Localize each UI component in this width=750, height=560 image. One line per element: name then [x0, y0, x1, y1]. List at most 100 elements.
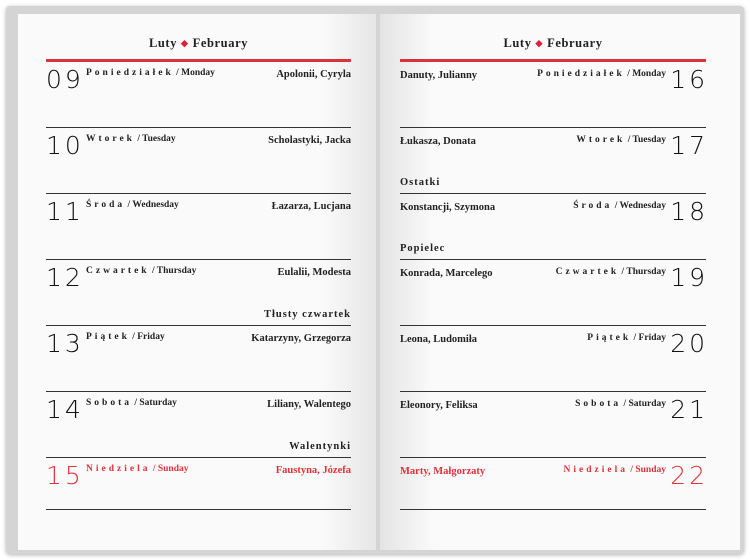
- weekday-label: Piątek / Friday: [587, 333, 666, 343]
- weekday-en: / Friday: [633, 333, 666, 343]
- name-day: Leona, Ludomiła: [400, 334, 478, 345]
- weekday-label: Poniedziałek / Monday: [537, 69, 666, 79]
- weekday-label: Środa / Wednesday: [86, 200, 179, 210]
- holiday-note: Tłusty czwartek: [263, 309, 351, 320]
- diamond-icon: ◆: [181, 38, 189, 48]
- name-day: Łukasza, Donata: [400, 136, 476, 147]
- name-day: Marty, Małgorzaty: [400, 466, 486, 477]
- diamond-icon: ◆: [535, 38, 544, 48]
- day-number: 10: [46, 131, 84, 160]
- holiday-note: Walentynki: [289, 441, 351, 452]
- weekday-pl: Czwartek: [86, 266, 150, 276]
- weekday-label: Sobota / Saturday: [575, 399, 666, 409]
- day-divider: [46, 193, 351, 194]
- month-header: Luty ◆ February: [400, 36, 706, 51]
- day-divider: [46, 509, 351, 510]
- day-divider: [400, 391, 706, 392]
- name-day: Eleonory, Feliksa: [400, 400, 478, 411]
- day-divider: [46, 325, 351, 326]
- day-divider: [46, 127, 351, 128]
- weekday-en: / Monday: [627, 69, 666, 79]
- weekday-en: / Tuesday: [137, 134, 176, 144]
- weekday-en: / Friday: [132, 332, 165, 342]
- weekday-pl: Sobota: [86, 398, 132, 408]
- weekday-pl: Czwartek: [555, 267, 620, 277]
- header-rule: [400, 59, 706, 62]
- weekday-en: / Monday: [176, 68, 215, 78]
- day-number: 14: [46, 395, 84, 424]
- weekday-pl: Niedziela: [563, 465, 628, 475]
- weekday-en: / Thursday: [621, 267, 666, 277]
- month-pl: Luty: [503, 36, 532, 50]
- weekday-en: / Sunday: [630, 465, 666, 475]
- left-page: [18, 14, 376, 550]
- name-day: Danuty, Julianny: [400, 70, 478, 81]
- weekday-en: / Saturday: [623, 399, 667, 409]
- day-divider: [46, 391, 351, 392]
- day-divider: [400, 259, 706, 260]
- weekday-label: Sobota / Saturday: [86, 398, 177, 408]
- weekday-en: / Wednesday: [127, 200, 179, 210]
- day-number: 15: [46, 461, 84, 490]
- weekday-pl: Środa: [573, 201, 613, 211]
- weekday-pl: Poniedziałek: [537, 69, 625, 79]
- weekday-pl: Wtorek: [576, 135, 626, 145]
- weekday-pl: Piątek: [86, 332, 130, 342]
- weekday-label: Poniedziałek / Monday: [86, 68, 215, 78]
- day-number: 09: [46, 65, 84, 94]
- name-day: Łazarza, Lucjana: [271, 201, 351, 212]
- planner-spread: [6, 6, 744, 554]
- weekday-label: Środa / Wednesday: [573, 201, 666, 211]
- name-day: Konstancji, Szymona: [400, 202, 496, 213]
- weekday-en: / Sunday: [152, 464, 189, 474]
- day-number: 18: [670, 197, 708, 226]
- weekday-label: Wtorek / Tuesday: [576, 135, 666, 145]
- day-number: 22: [670, 461, 708, 490]
- weekday-pl: Niedziela: [86, 464, 151, 474]
- day-number: 12: [46, 263, 84, 292]
- day-number: 17: [670, 131, 708, 160]
- holiday-note: Ostatki: [400, 177, 441, 188]
- weekday-label: Czwartek / Thursday: [556, 267, 666, 277]
- day-number: 21: [670, 395, 708, 424]
- day-number: 11: [46, 197, 84, 226]
- day-divider: [46, 259, 351, 260]
- name-day: Scholastyki, Jacka: [268, 135, 351, 146]
- month-en: February: [547, 36, 603, 50]
- day-divider: [400, 457, 706, 458]
- month-pl: Luty: [148, 36, 178, 50]
- day-divider: [400, 325, 706, 326]
- month-en: February: [192, 36, 249, 50]
- weekday-label: Niedziela / Sunday: [564, 465, 667, 475]
- day-divider: [400, 127, 706, 128]
- weekday-pl: Piątek: [587, 333, 632, 343]
- name-day: Apolonii, Cyryla: [276, 69, 351, 80]
- name-day: Faustyna, Józefa: [275, 465, 351, 476]
- day-number: 16: [670, 65, 708, 94]
- weekday-en: / Tuesday: [627, 135, 666, 145]
- right-page: [380, 14, 740, 550]
- weekday-label: Niedziela / Sunday: [86, 464, 189, 474]
- day-number: 19: [670, 263, 708, 292]
- header-rule: [46, 59, 351, 62]
- weekday-label: Czwartek / Thursday: [86, 266, 196, 276]
- month-header: Luty ◆ February: [46, 36, 351, 51]
- weekday-en: / Thursday: [151, 266, 197, 276]
- weekday-label: Wtorek / Tuesday: [86, 134, 176, 144]
- day-number: 20: [670, 329, 708, 358]
- day-divider: [46, 457, 351, 458]
- name-day: Katarzyny, Grzegorza: [251, 333, 351, 344]
- weekday-en: / Saturday: [134, 398, 177, 408]
- weekday-label: Piątek / Friday: [86, 332, 165, 342]
- day-number: 13: [46, 329, 84, 358]
- weekday-en: / Wednesday: [614, 201, 666, 211]
- weekday-pl: Środa: [86, 200, 126, 210]
- day-divider: [400, 509, 706, 510]
- name-day: Eulalii, Modesta: [277, 267, 351, 278]
- weekday-pl: Sobota: [575, 399, 622, 409]
- holiday-note: Popielec: [400, 243, 446, 254]
- weekday-pl: Wtorek: [86, 134, 135, 144]
- name-day: Konrada, Marcelego: [400, 268, 493, 279]
- name-day: Liliany, Walentego: [267, 399, 351, 410]
- day-divider: [400, 193, 706, 194]
